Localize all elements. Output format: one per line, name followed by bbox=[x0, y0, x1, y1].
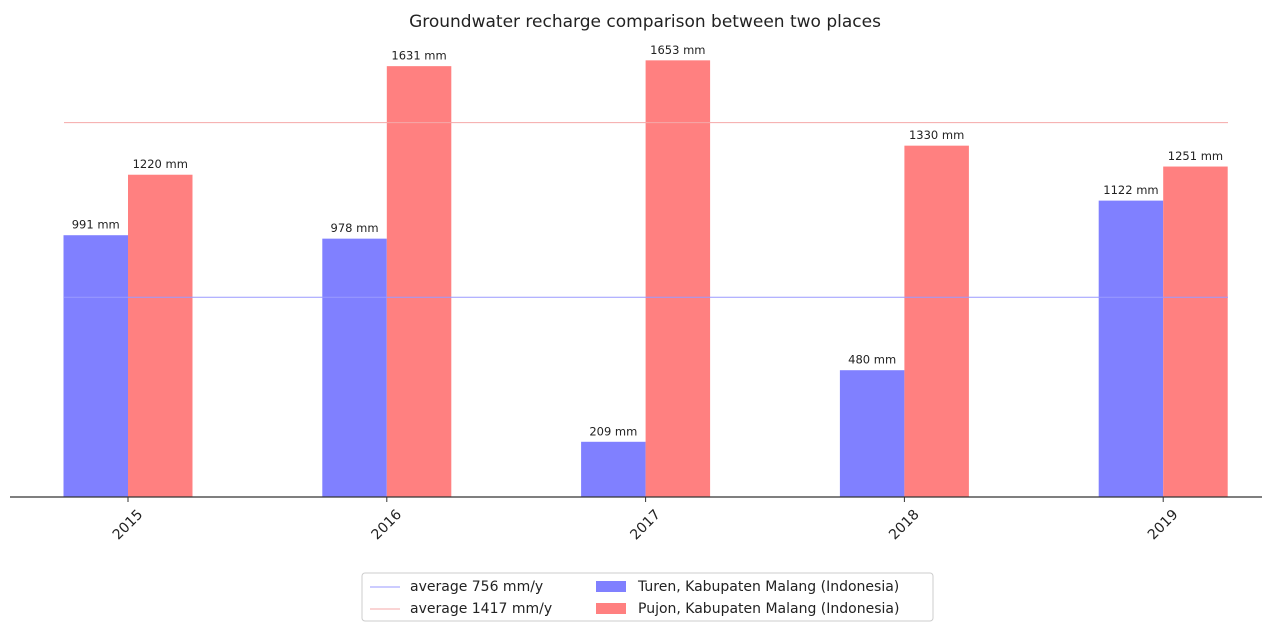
value-label: 1122 mm bbox=[1103, 183, 1158, 197]
value-label: 978 mm bbox=[331, 221, 379, 235]
bar bbox=[645, 60, 711, 498]
value-label: 1631 mm bbox=[391, 49, 446, 63]
value-label: 991 mm bbox=[72, 218, 120, 232]
x-tick-label: 2016 bbox=[369, 507, 406, 544]
x-tick-label: 2017 bbox=[627, 507, 664, 544]
bar bbox=[581, 441, 646, 497]
legend-label: average 756 mm/y bbox=[410, 579, 543, 595]
value-label: 1330 mm bbox=[909, 128, 964, 142]
legend-swatch bbox=[596, 581, 626, 592]
bar bbox=[904, 145, 969, 497]
bar bbox=[386, 66, 452, 497]
bar bbox=[1163, 166, 1228, 498]
legend-box bbox=[361, 572, 934, 622]
x-tick-label: 2015 bbox=[110, 507, 147, 544]
value-label: 1653 mm bbox=[650, 43, 705, 57]
legend-swatch bbox=[596, 603, 626, 614]
value-label: 1220 mm bbox=[133, 157, 188, 171]
chart-title: Groundwater recharge comparison between … bbox=[409, 12, 881, 32]
x-tick-label: 2019 bbox=[1145, 507, 1182, 544]
bar bbox=[128, 174, 193, 498]
x-tick-label: 2018 bbox=[886, 507, 923, 544]
bar bbox=[839, 370, 905, 497]
value-label: 1251 mm bbox=[1168, 149, 1223, 163]
bar bbox=[1098, 200, 1164, 497]
value-label: 209 mm bbox=[589, 424, 637, 438]
legend: average 756 mm/y average 1417 mm/y Turen, … bbox=[361, 572, 934, 622]
legend-label: average 1417 mm/y bbox=[410, 601, 552, 617]
value-label: 480 mm bbox=[848, 353, 896, 367]
bar bbox=[322, 238, 387, 497]
legend-label: Pujon, Kabupaten Malang (Indonesia) bbox=[638, 601, 899, 617]
bar bbox=[63, 235, 128, 497]
legend-label: Turen, Kabupaten Malang (Indonesia) bbox=[637, 579, 899, 595]
